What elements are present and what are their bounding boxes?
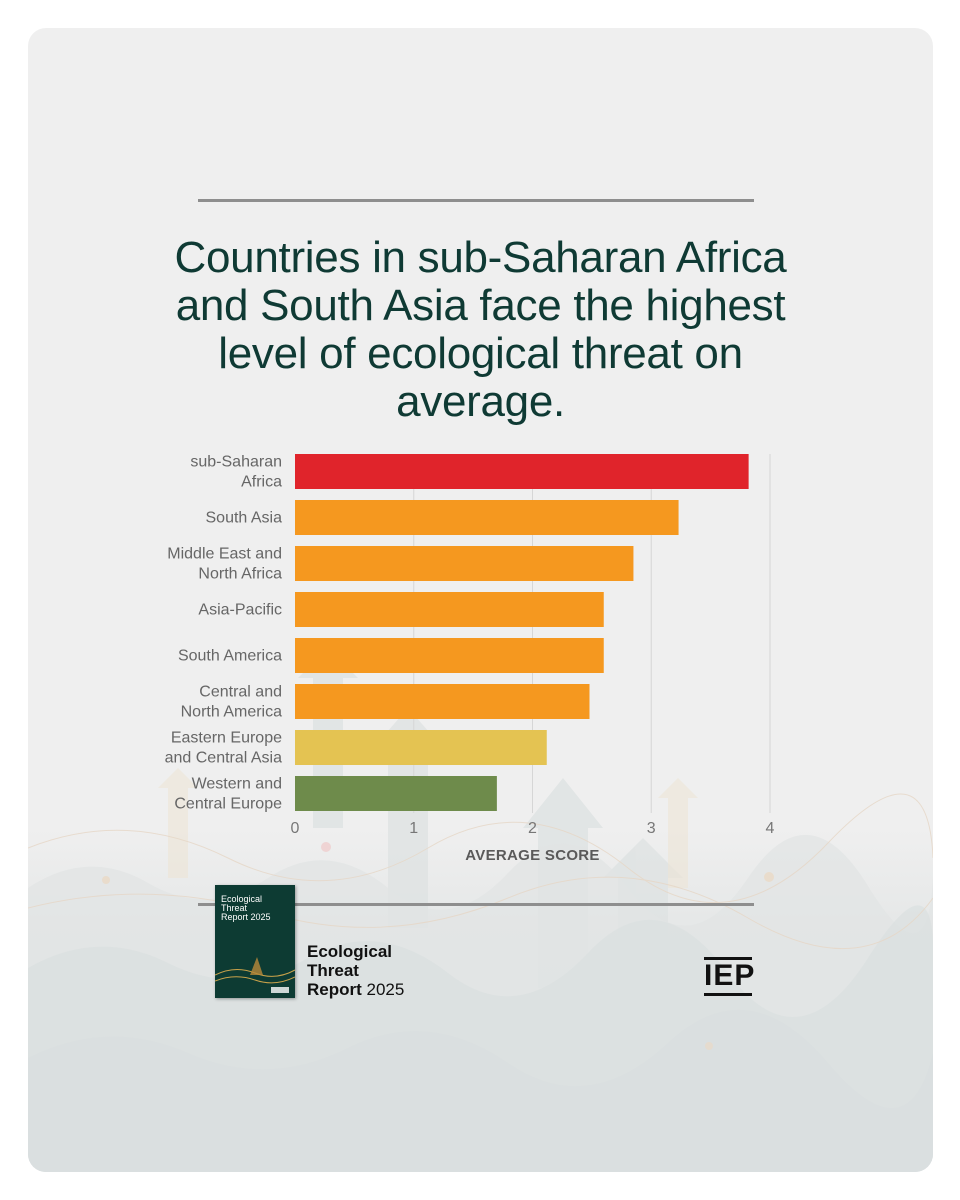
- bottom-divider: [198, 903, 754, 906]
- x-tick-label-1: 1: [409, 820, 418, 837]
- category-label-0: sub-Saharan Africa: [190, 454, 282, 491]
- report-name-line-1: Ecological: [307, 942, 393, 961]
- x-axis-title: AVERAGE SCORE: [465, 847, 599, 864]
- headline: Countries in sub-Saharan Africa and Sout…: [174, 233, 787, 426]
- cover-artwork: [215, 957, 295, 993]
- bars: [295, 454, 749, 811]
- logo-top-bar: [704, 957, 752, 960]
- bar-4: [295, 638, 604, 673]
- logo-bottom-bar: [704, 993, 752, 996]
- infographic-card: Countries in sub-Saharan Africa and Sout…: [28, 28, 933, 1172]
- x-tick-labels: 0 1 2 3 4: [291, 820, 775, 837]
- cover-title: Ecological Threat Report 2025: [221, 894, 271, 922]
- report-cover-thumbnail: Ecological Threat Report 2025: [215, 885, 295, 998]
- report-name-line-3: Report: [307, 980, 362, 999]
- x-tick-label-2: 2: [528, 820, 537, 837]
- category-label-6: Eastern Europe and Central Asia: [165, 730, 283, 767]
- report-name: Ecological Threat Report 2025: [307, 942, 404, 999]
- bar-5: [295, 684, 590, 719]
- category-label-5: Central and North America: [181, 684, 282, 721]
- category-label-7: Western and Central Europe: [174, 776, 282, 813]
- bar-1: [295, 500, 679, 535]
- x-tick-label-4: 4: [766, 820, 775, 837]
- category-labels: sub-Saharan Africa South Asia Middle East a…: [165, 454, 283, 813]
- background-decoration: [28, 648, 933, 1172]
- bar-0: [295, 454, 749, 489]
- report-name-line-2: Threat: [307, 961, 359, 980]
- bar-2: [295, 546, 634, 581]
- bar-6: [295, 730, 547, 765]
- logo-text: IEP: [704, 959, 756, 992]
- report-year: 2025: [366, 980, 405, 999]
- bar-7: [295, 776, 497, 811]
- category-label-4: South America: [178, 648, 282, 665]
- iep-logo: IEP: [704, 957, 756, 996]
- x-tick-label-3: 3: [647, 820, 656, 837]
- bar-3: [295, 592, 604, 627]
- x-tick-label-0: 0: [291, 820, 300, 837]
- bar-chart: sub-Saharan Africa South Asia Middle East a…: [165, 454, 775, 865]
- category-label-3: Asia-Pacific: [198, 602, 282, 619]
- category-label-1: South Asia: [206, 510, 283, 527]
- top-divider: [198, 199, 754, 202]
- category-label-2: Middle East and North Africa: [167, 546, 282, 583]
